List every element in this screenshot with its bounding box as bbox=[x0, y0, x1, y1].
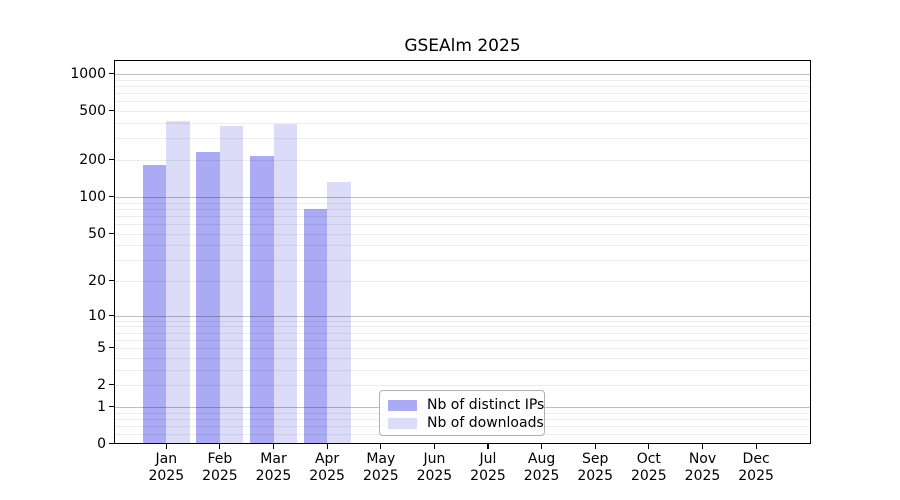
minor-gridline bbox=[115, 111, 810, 113]
x-tick-label-jun: Jun 2025 bbox=[416, 451, 453, 484]
y-tick-label: 10 bbox=[88, 307, 106, 324]
bar-distinct-ips-jan bbox=[142, 164, 167, 443]
x-tick-label-apr: Apr 2025 bbox=[309, 451, 345, 484]
minor-gridline bbox=[115, 348, 810, 350]
bar-distinct-ips-apr bbox=[303, 209, 328, 443]
x-tick-mark bbox=[219, 444, 221, 449]
minor-gridline bbox=[115, 260, 810, 262]
minor-gridline bbox=[115, 101, 810, 103]
x-tick-mark bbox=[487, 444, 489, 449]
minor-gridline bbox=[115, 202, 810, 204]
x-tick-label-dec: Dec 2025 bbox=[738, 451, 774, 484]
y-tick-mark bbox=[109, 443, 114, 445]
legend-label-downloads: Nb of downloads bbox=[427, 415, 544, 431]
minor-gridline bbox=[115, 223, 810, 225]
y-tick-mark bbox=[109, 73, 114, 75]
y-tick-mark bbox=[109, 159, 114, 161]
y-tick-mark bbox=[109, 314, 114, 316]
x-tick-label-oct: Oct 2025 bbox=[630, 451, 667, 484]
bar-downloads-apr bbox=[327, 181, 351, 443]
x-tick-label-jan: Jan 2025 bbox=[148, 451, 185, 484]
minor-gridline bbox=[115, 385, 810, 387]
legend-swatch-distinct-ips bbox=[388, 399, 417, 411]
x-tick-mark bbox=[594, 444, 596, 449]
y-tick-mark bbox=[109, 110, 114, 112]
x-tick-mark bbox=[701, 444, 704, 449]
y-tick-mark bbox=[109, 405, 114, 408]
y-tick-label: 0 bbox=[97, 436, 106, 452]
minor-gridline bbox=[115, 79, 810, 81]
major-gridline bbox=[115, 74, 810, 75]
y-tick-label: 5 bbox=[97, 340, 106, 357]
minor-gridline bbox=[115, 86, 810, 87]
minor-gridline bbox=[115, 138, 810, 140]
x-tick-label-aug: Aug 2025 bbox=[523, 451, 560, 484]
x-tick-mark bbox=[272, 444, 275, 449]
x-tick-label-mar: Mar 2025 bbox=[255, 451, 292, 484]
legend-item-downloads: Nb of downloads bbox=[388, 414, 544, 432]
y-tick-label: 100 bbox=[79, 188, 106, 205]
x-tick-label-jul: Jul 2025 bbox=[470, 451, 506, 484]
legend-item-distinct-ips: Nb of distinct IPs bbox=[388, 396, 544, 414]
minor-gridline bbox=[115, 332, 810, 334]
y-tick-mark bbox=[109, 195, 114, 198]
y-tick-label: 1 bbox=[97, 398, 106, 415]
y-tick-mark bbox=[109, 232, 114, 234]
minor-gridline bbox=[115, 215, 810, 217]
bar-distinct-ips-mar bbox=[250, 156, 274, 443]
legend-label-distinct-ips: Nb of distinct IPs bbox=[427, 397, 545, 413]
minor-gridline bbox=[115, 245, 810, 247]
chart-title: GSEAlm 2025 bbox=[404, 36, 521, 56]
minor-gridline bbox=[115, 160, 810, 161]
bar-downloads-feb bbox=[219, 125, 244, 443]
x-tick-mark bbox=[755, 444, 757, 449]
x-tick-mark bbox=[165, 444, 167, 449]
x-tick-mark bbox=[648, 444, 650, 449]
y-tick-mark bbox=[109, 280, 114, 282]
plot-area bbox=[114, 60, 811, 444]
x-tick-mark bbox=[541, 444, 543, 449]
y-tick-mark bbox=[109, 384, 114, 386]
bar-distinct-ips-feb bbox=[196, 151, 220, 443]
major-gridline bbox=[115, 315, 810, 317]
major-gridline bbox=[115, 196, 810, 198]
y-tick-label: 2 bbox=[97, 377, 106, 394]
minor-gridline bbox=[115, 357, 810, 359]
x-tick-label-may: May 2025 bbox=[362, 451, 399, 484]
legend-swatch-downloads bbox=[388, 417, 417, 429]
y-tick-label: 500 bbox=[79, 103, 106, 120]
minor-gridline bbox=[115, 208, 810, 210]
minor-gridline bbox=[115, 320, 810, 322]
y-tick-label: 50 bbox=[88, 225, 106, 242]
minor-gridline bbox=[115, 369, 810, 371]
x-tick-label-feb: Feb 2025 bbox=[202, 451, 238, 484]
bar-downloads-mar bbox=[273, 124, 297, 443]
x-tick-mark bbox=[326, 444, 328, 449]
bar-downloads-jan bbox=[166, 120, 190, 443]
legend: Nb of distinct IPs Nb of downloads bbox=[379, 390, 545, 436]
x-tick-label-nov: Nov 2025 bbox=[684, 451, 721, 484]
y-tick-label: 1000 bbox=[70, 66, 106, 82]
minor-gridline bbox=[115, 326, 810, 328]
minor-gridline bbox=[115, 93, 810, 95]
minor-gridline bbox=[115, 339, 810, 341]
y-tick-label: 20 bbox=[88, 273, 106, 289]
minor-gridline bbox=[115, 281, 810, 282]
x-tick-label-sep: Sep 2025 bbox=[577, 451, 613, 484]
x-tick-mark bbox=[380, 444, 382, 449]
y-tick-mark bbox=[109, 347, 114, 349]
y-tick-label: 200 bbox=[79, 152, 106, 168]
minor-gridline bbox=[115, 233, 810, 235]
minor-gridline bbox=[115, 123, 810, 124]
x-tick-mark bbox=[433, 444, 435, 449]
